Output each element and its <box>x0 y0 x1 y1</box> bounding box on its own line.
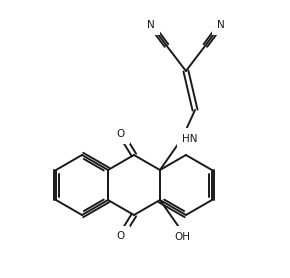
Text: O: O <box>117 129 125 139</box>
Text: N: N <box>217 19 225 29</box>
Text: HN: HN <box>182 133 197 143</box>
Text: O: O <box>117 231 125 241</box>
Text: OH: OH <box>174 232 190 242</box>
Text: N: N <box>147 19 155 29</box>
